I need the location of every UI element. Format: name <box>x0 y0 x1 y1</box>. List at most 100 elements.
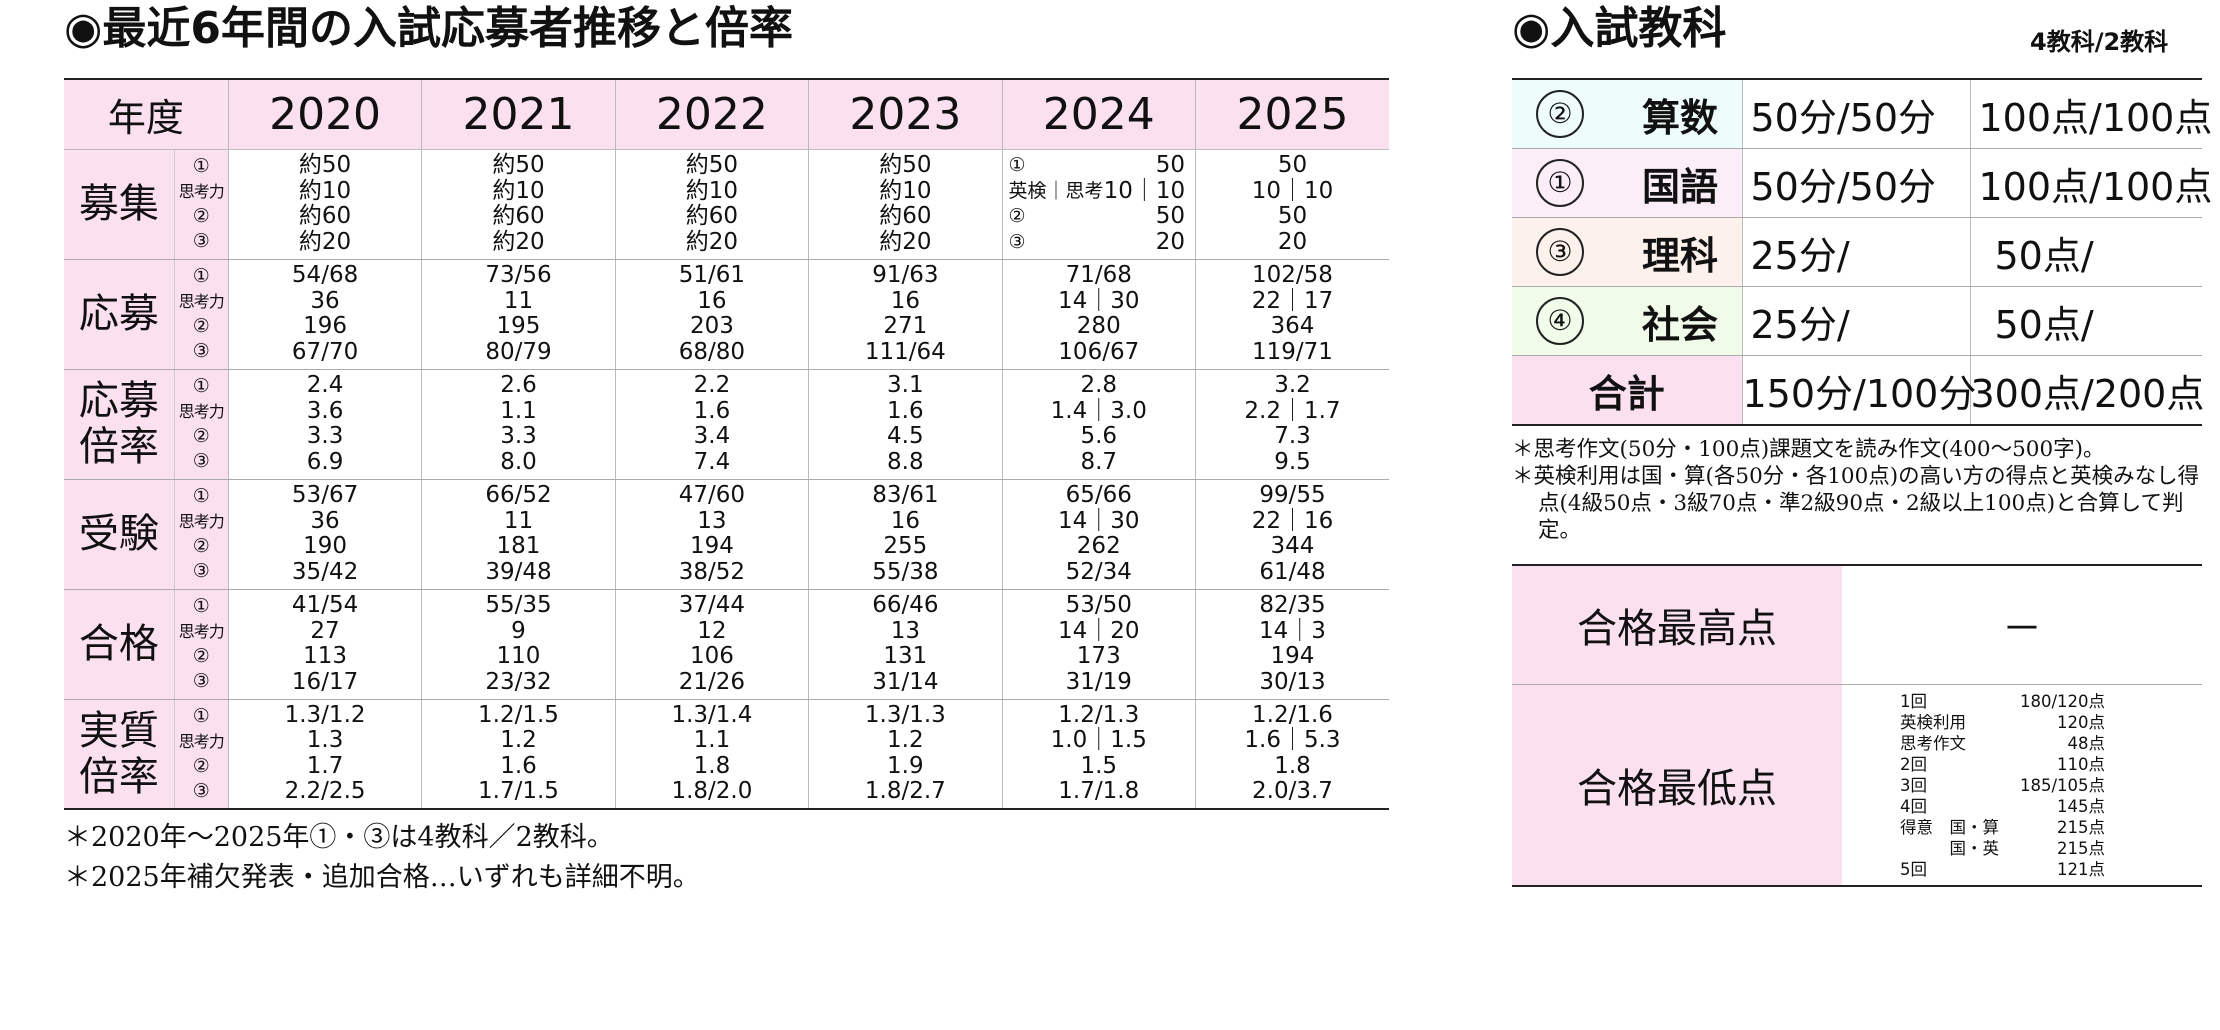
year-header: 2021 <box>421 78 616 150</box>
min-score-round: 2回 <box>1900 754 1927 774</box>
data-cell: 66/46 13 131 31/14 <box>808 589 1003 700</box>
cell-value: 12 <box>697 617 727 644</box>
year-header: 2022 <box>614 78 809 150</box>
cell-value: 255 <box>883 533 928 559</box>
cell-value: 106 <box>689 643 734 669</box>
cell-value: 203 <box>689 313 734 339</box>
cell-value: 20 <box>1277 228 1308 255</box>
table-row: 応募倍率 ① 思考力 ② ③ 2.4 3.6 3.3 6.9 2.6 1.1 3.3 8.0 2.2 1.6… <box>64 369 1389 480</box>
cell-value: 1.6｜5.3 <box>1244 727 1341 754</box>
data-cell-values: ① 50 英検｜思考 10｜10 ② 50 ③ 20 <box>1003 152 1195 255</box>
min-score-item: 2回 110点 <box>1900 754 2105 775</box>
sub-category-label: 思考力 <box>178 292 225 311</box>
row-label: 合格 <box>64 589 175 700</box>
data-cell-values: 99/55 22｜16 344 61/48 <box>1196 482 1389 585</box>
left-notes: ＊2020年～2025年①・③は4教科／2教科。 ＊2025年補欠発表・追加合格… <box>64 818 700 898</box>
subject-row: ③ 理科 25分/50点/ <box>1512 217 2202 287</box>
sub-category-col: ① 思考力 ② ③ <box>173 149 229 260</box>
sub-category-label: ② <box>192 425 210 447</box>
cell-value: 73/56 <box>485 262 552 288</box>
data-cell-values: 66/52 11 181 39/48 <box>422 482 614 585</box>
sub-category-label: 思考力 <box>178 622 225 641</box>
min-score-value: 145点 <box>2057 796 2105 816</box>
cell-value: 47/60 <box>678 482 746 508</box>
cell-value: 1.8 <box>1274 752 1311 779</box>
sub-category-label: 思考力 <box>178 402 225 421</box>
sub-category-col: ① 思考力 ② ③ <box>173 699 229 810</box>
cell-value: 36 <box>310 507 340 534</box>
cell-value: 1.9 <box>887 752 924 779</box>
data-cell: 約50 約10 約60 約20 <box>808 149 1003 260</box>
data-cell-values: 1.3/1.3 1.2 1.9 1.8/2.7 <box>809 702 1001 805</box>
cell-value: 41/54 <box>291 592 359 618</box>
cell-value: 119/71 <box>1252 338 1333 365</box>
cell-value: 9 <box>511 617 526 644</box>
cell-value: 50 <box>1155 203 1185 229</box>
sub-category-list: ① 思考力 ② ③ <box>175 374 228 474</box>
cell-value: 11 <box>503 287 534 314</box>
cell-value: 195 <box>496 313 541 339</box>
data-cell-values: 1.3/1.4 1.1 1.8 1.8/2.0 <box>616 702 808 805</box>
data-cell-values: 2.8 1.4｜3.0 5.6 8.7 <box>1003 372 1195 475</box>
data-cell-values: 51/61 16 203 68/80 <box>616 262 808 365</box>
sub-category-label: ① <box>192 485 210 507</box>
row-label-text: 応募 <box>78 291 159 337</box>
cell-value: 51/61 <box>678 262 746 288</box>
cell-value: 80/79 <box>485 338 552 365</box>
cell-value: 66/46 <box>872 592 939 618</box>
cell-value: 1.6 <box>693 397 731 424</box>
data-cell: 102/58 22｜17 364 119/71 <box>1194 259 1389 370</box>
data-cell: 71/68 14｜30 280 106/67 <box>1001 259 1196 370</box>
sub-category-label: ③ <box>192 340 210 362</box>
note-line: ＊2020年～2025年①・③は4教科／2教科。 <box>64 822 614 853</box>
row-label: 募集 <box>64 149 175 260</box>
cell-value: 22｜17 <box>1251 287 1334 314</box>
cell-value: 30/13 <box>1259 668 1326 695</box>
sub-category-label: ① <box>192 155 210 177</box>
data-cell: 82/35 14｜3 194 30/13 <box>1194 589 1389 700</box>
sub-category-list: ① 思考力 ② ③ <box>175 264 228 364</box>
sub-category-list: ① 思考力 ② ③ <box>175 704 228 804</box>
data-cell-values: 50 10｜10 50 20 <box>1196 152 1389 255</box>
row-label-text: 応募倍率 <box>78 378 159 470</box>
note-line: ＊英検利用は国・算(各50分・各100点)の高い方の得点と英検みなし得点(4級5… <box>1512 464 2200 543</box>
data-cell-values: 91/63 16 271 111/64 <box>809 262 1001 365</box>
data-cell-values: 1.2/1.6 1.6｜5.3 1.8 2.0/3.7 <box>1196 702 1389 805</box>
min-score-value: 48点 <box>2067 733 2106 753</box>
subject-cell: ① 国語 <box>1512 148 1742 218</box>
cell-value: 約10 <box>879 177 932 204</box>
table-row: 実質倍率 ① 思考力 ② ③ 1.3/1.2 1.3 1.7 2.2/2.5 1.2/1.5 1.2… <box>64 699 1389 810</box>
cell-value: 14｜30 <box>1057 287 1140 314</box>
cell-value: 10｜10 <box>1103 177 1186 204</box>
data-cell: 1.2/1.6 1.6｜5.3 1.8 2.0/3.7 <box>1194 699 1389 810</box>
cell-value: 約60 <box>879 203 932 229</box>
sub-category-label: ③ <box>192 670 210 692</box>
min-score-value: 121点 <box>2057 859 2105 879</box>
header-row: 年度 2020 2021 2022 2023 2024 2025 <box>64 78 1389 150</box>
data-cell-values: 66/46 13 131 31/14 <box>809 592 1001 695</box>
cell-value: 131 <box>883 643 928 669</box>
cell-value: 3.1 <box>887 372 924 398</box>
sub-category-col: ① 思考力 ② ③ <box>173 479 229 590</box>
cell-value: 1.2 <box>887 727 924 754</box>
data-cell-values: 約50 約10 約60 約20 <box>616 152 808 255</box>
cell-value: 106/67 <box>1058 338 1140 365</box>
row-label: 応募 <box>64 259 175 370</box>
sub-category-col: ① 思考力 ② ③ <box>173 369 229 480</box>
data-cell: 53/50 14｜20 173 31/19 <box>1001 589 1196 700</box>
data-cell-values: 1.2/1.5 1.2 1.6 1.7/1.5 <box>422 702 614 805</box>
cell-value: 110 <box>496 643 541 669</box>
cell-value: 55/35 <box>485 592 552 618</box>
cell-value: 1.0｜1.5 <box>1050 727 1147 754</box>
left-heading: ◉最近6年間の入試応募者推移と倍率 <box>64 3 794 54</box>
data-cell-values: 1.3/1.2 1.3 1.7 2.2/2.5 <box>229 702 421 805</box>
cell-value: 54/68 <box>291 262 359 288</box>
subject-notes: ＊思考作文(50分・100点)課題文を読み作文(400～500字)。 ＊英検利用… <box>1512 436 2202 544</box>
table-row: 応募 ① 思考力 ② ③ 54/68 36 196 67/70 73/56 11 195 80/79 51… <box>64 259 1389 370</box>
row-label: 実質倍率 <box>64 699 175 810</box>
cell-value: 37/44 <box>678 592 746 618</box>
data-cell: 50 10｜10 50 20 <box>1194 149 1389 260</box>
cell-value: 39/48 <box>485 558 552 585</box>
data-cell: 51/61 16 203 68/80 <box>614 259 809 370</box>
subjects-table: ② 算数 50分/50分 100点/100点 ① 国語 50分/50分 100点/100点 ③ 理… <box>1512 78 2212 426</box>
